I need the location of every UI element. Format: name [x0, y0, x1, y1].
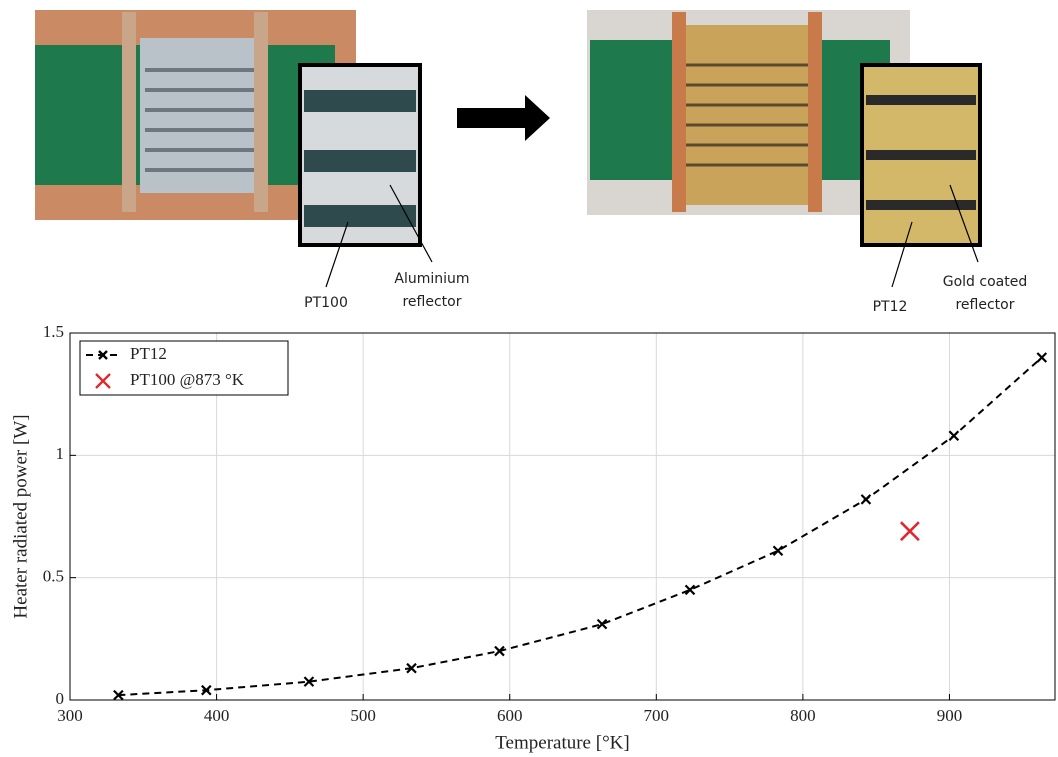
photo-label: reflector: [955, 297, 1014, 313]
marker: [861, 495, 870, 504]
x-tick-label: 300: [57, 706, 83, 725]
marker: [686, 585, 695, 594]
photo-label: PT12: [873, 299, 908, 315]
photo-label: Aluminium: [394, 271, 469, 287]
x-tick-label: 900: [937, 706, 963, 725]
photo-label: Gold coated: [943, 274, 1027, 290]
y-axis-label: Heater radiated power [W]: [10, 414, 31, 618]
y-tick-label: 1: [56, 444, 65, 463]
x-axis-label: Temperature [°K]: [495, 732, 629, 753]
marker: [773, 546, 782, 555]
photo-aluminium: [35, 10, 420, 245]
marker: [598, 620, 607, 629]
page: PT100 Aluminium reflector PT12 Gold coat…: [0, 0, 1058, 757]
marker: [901, 522, 919, 540]
legend-label: PT100 @873 °K: [130, 370, 245, 389]
legend: PT12 PT100 @873 °K: [80, 341, 288, 395]
marker: [1037, 353, 1046, 362]
y-tick-label: 0: [56, 689, 65, 708]
x-tick-label: 400: [204, 706, 230, 725]
x-tick-label: 500: [350, 706, 376, 725]
marker: [949, 431, 958, 440]
y-tick-label: 1.5: [43, 322, 64, 341]
x-tick-label: 800: [790, 706, 816, 725]
chart: 300 400 500 600 700 800 900 0 0.5 1 1.5 Temperature…: [10, 322, 1055, 753]
arrow: [457, 95, 550, 141]
photo-gold: [587, 10, 980, 245]
x-tick-label: 600: [497, 706, 523, 725]
figure: PT100 Aluminium reflector PT12 Gold coat…: [0, 0, 1058, 757]
y-tick-label: 0.5: [43, 567, 64, 586]
photo-label: reflector: [402, 294, 461, 310]
legend-label: PT12: [130, 344, 167, 363]
photo-label: PT100: [304, 295, 348, 311]
x-tick-label: 700: [644, 706, 670, 725]
